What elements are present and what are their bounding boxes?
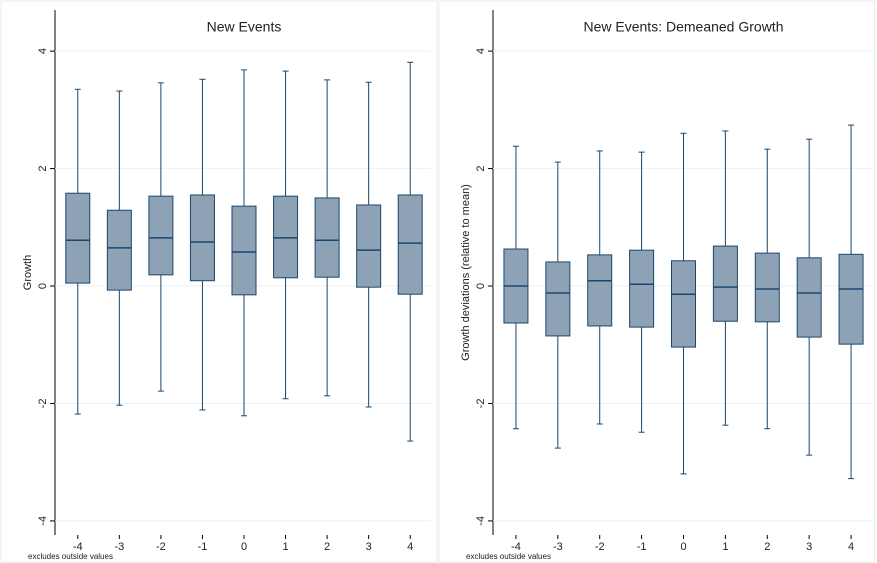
x-tick-label: -1: [637, 541, 647, 553]
box: [65, 192, 91, 284]
y-tick-label: 2: [37, 165, 49, 171]
box: [838, 253, 864, 345]
box: [189, 194, 215, 282]
x-tick-label: -2: [156, 541, 166, 553]
y-tick-label: -2: [37, 399, 49, 409]
x-tick-label: 3: [806, 541, 812, 553]
box: [754, 252, 780, 323]
x-tick-label: -1: [198, 541, 208, 553]
y-axis-label: Growth deviations (relative to mean): [460, 184, 472, 361]
box: [356, 204, 382, 288]
y-tick-label: 0: [475, 283, 487, 289]
y-tick-label: -2: [475, 399, 487, 409]
box: [273, 195, 299, 279]
y-tick-label: 0: [37, 283, 49, 289]
x-tick-label: -3: [553, 541, 563, 553]
x-tick-label: 2: [324, 541, 330, 553]
x-tick-label: 4: [848, 541, 854, 553]
box: [106, 209, 132, 291]
note: excludes outside values: [466, 552, 551, 561]
chart-title: New Events: [207, 19, 282, 35]
x-tick-label: 1: [722, 541, 728, 553]
panel-frame: [0, 0, 438, 563]
x-tick-label: 3: [366, 541, 372, 553]
x-tick-label: -4: [73, 541, 83, 553]
y-tick-label: 4: [37, 48, 49, 54]
x-tick-label: -2: [595, 541, 605, 553]
x-tick-label: 2: [764, 541, 770, 553]
box: [587, 254, 613, 327]
y-tick-label: 4: [475, 48, 487, 54]
x-tick-label: -3: [114, 541, 124, 553]
y-axis-label: Growth: [22, 255, 34, 290]
x-tick-label: -4: [511, 541, 521, 553]
box: [231, 205, 257, 296]
box: [671, 260, 696, 348]
box: [397, 194, 423, 295]
panel-frame: [438, 0, 876, 563]
box: [314, 197, 340, 278]
x-tick-label: 4: [407, 541, 413, 553]
box: [796, 257, 822, 338]
box: [629, 249, 655, 328]
note: excludes outside values: [28, 552, 113, 561]
box: [148, 195, 174, 276]
x-tick-label: 1: [282, 541, 288, 553]
x-tick-label: 0: [680, 541, 686, 553]
y-tick-label: -4: [475, 516, 487, 526]
box: [712, 245, 738, 322]
x-tick-label: 0: [241, 541, 247, 553]
y-tick-label: -4: [37, 516, 49, 526]
box: [545, 261, 571, 337]
y-tick-label: 2: [475, 165, 487, 171]
chart-title: New Events: Demeaned Growth: [584, 19, 784, 35]
